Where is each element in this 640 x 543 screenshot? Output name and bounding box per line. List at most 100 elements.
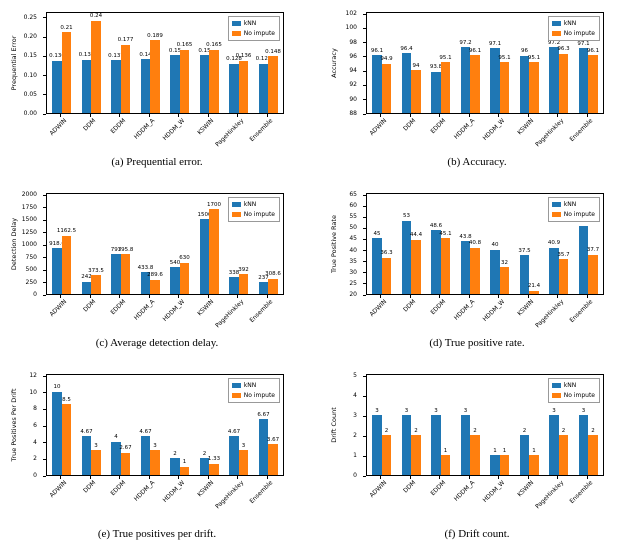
bar-value-label: 1 [182,459,187,466]
bar-no-impute-ensemble [588,55,598,113]
bar-value-label: 0.21 [60,24,73,31]
bar-knn-hddm_w [490,48,500,113]
plot-area: kNN No impute 0.136 0.21 0.139 0.24 0.137 0.17… [46,12,284,114]
bar-value-label: 0.165 [176,42,193,49]
y-tick-mark [43,294,46,296]
bar-value-label: 3 [434,407,438,414]
bar-knn-pagehinkley [549,247,559,294]
bar-no-impute-kswin [529,62,539,113]
y-axis-ticks: 0 250 500 750 1000 1250 1500 1750 2000 [0,192,46,298]
legend-label: kNN [563,382,577,389]
bar-knn-ddm [81,59,92,113]
y-tick-mark [363,216,366,218]
legend: kNN No impute [547,197,600,223]
legend-swatch [551,211,561,217]
y-tick-mark [363,475,366,477]
bar-value-label: 97.1 [488,40,502,47]
bar-no-impute-pagehinkley [558,259,569,294]
y-tick-label: 0.10 [23,71,37,79]
bar-value-label: 3 [463,407,468,414]
bar-value-label: 392 [238,266,249,273]
bar-value-label: 3 [581,407,586,414]
bar-value-label: 36.3 [380,250,393,257]
bar-value-label: 1700 [206,201,221,208]
y-tick-label: 35 [349,257,357,265]
x-tick-mark [409,114,411,117]
bar-knn-kswin [519,55,530,113]
bar-knn-eddm [431,415,441,475]
x-tick-mark [468,114,470,117]
y-tick-label: 0 [353,472,357,479]
y-tick-label: 94 [349,67,357,75]
y-tick-label: 10 [29,388,37,396]
bar-value-label: 0.165 [206,42,222,49]
y-tick-mark [363,283,366,285]
x-tick-mark [266,114,268,117]
legend-swatch [231,21,241,27]
legend-item: kNN [231,19,275,29]
bar-value-label: 0.137 [108,52,124,59]
bar-no-impute-pagehinkley [238,274,249,294]
y-tick-label: 90 [349,95,357,103]
bar-knn-ensemble [578,48,589,113]
x-tick-mark [89,295,91,298]
x-tick-mark [557,114,559,117]
x-tick-mark [498,476,500,479]
bar-no-impute-ddm [91,450,101,475]
legend-label: No impute [243,391,275,399]
y-tick-label: 1 [353,452,357,459]
bar-knn-kswin [519,255,530,294]
bar-value-label: 4.67 [139,428,152,435]
x-axis-ticks: ADWIN DDM EDDM HDDM_A HDDM_W KSWIN PageHinkley… [366,114,604,155]
bar-no-impute-hddm_a [150,279,160,294]
y-tick-mark [363,56,366,58]
bar-value-label: 918.6 [49,240,65,247]
bar-knn-eddm [111,254,121,294]
bar-value-label: 0.15 [198,47,211,54]
bar-value-label: 237 [258,274,269,281]
bar-value-label: 3 [375,407,379,414]
legend-swatch [231,30,241,36]
y-tick-mark [43,408,46,410]
y-tick-mark [43,75,46,77]
bar-value-label: 1 [493,447,497,454]
y-tick-label: 1500 [21,216,37,223]
legend-label: kNN [243,201,257,208]
x-axis-ticks: ADWIN DDM EDDM HDDM_A HDDM_W KSWIN PageHinkley… [46,114,284,155]
bar-value-label: 3 [404,407,409,414]
bar-value-label: 540 [169,259,181,266]
y-tick-label: 0 [33,472,37,479]
bar-value-label: 3 [94,442,98,449]
x-tick-mark [439,114,441,117]
bar-value-label: 0.24 [89,13,103,20]
bar-value-label: 0.136 [49,53,65,60]
y-tick-mark [43,257,46,258]
chart-panel-true-positives-per-drift: True Positives Per Drift 0 2 4 6 8 10 12 kNN No… [0,362,320,543]
bar-knn-adwin [372,415,382,475]
bar-value-label: 2.67 [119,445,132,452]
legend-label: No impute [243,210,275,218]
bar-value-label: 53 [403,213,411,220]
x-tick-mark [439,295,441,298]
y-tick-label: 8 [33,405,37,413]
x-tick-mark [380,114,382,117]
bar-value-label: 3 [153,442,157,449]
y-tick-label: 25 [349,279,357,287]
x-tick-mark [89,476,91,479]
legend-item: No impute [231,29,275,39]
y-tick-mark [363,13,366,15]
bar-value-label: 93.8 [429,64,443,71]
bar-knn-hddm_a [460,47,471,113]
y-tick-mark [43,207,46,208]
bar-value-label: 96.1 [370,47,384,54]
legend: kNN No impute [547,378,600,404]
y-axis-ticks: 0 1 2 3 4 5 [320,373,366,479]
bar-knn-eddm [431,230,441,294]
bar-value-label: 289.6 [147,272,163,279]
y-tick-mark [363,395,366,397]
legend-label: No impute [243,29,275,37]
y-tick-label: 1000 [21,241,37,248]
bar-no-impute-adwin [61,32,72,113]
